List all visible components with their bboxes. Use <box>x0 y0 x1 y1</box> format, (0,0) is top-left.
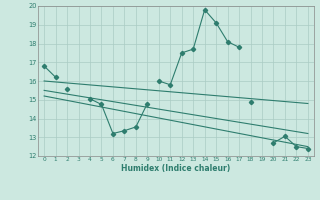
X-axis label: Humidex (Indice chaleur): Humidex (Indice chaleur) <box>121 164 231 173</box>
